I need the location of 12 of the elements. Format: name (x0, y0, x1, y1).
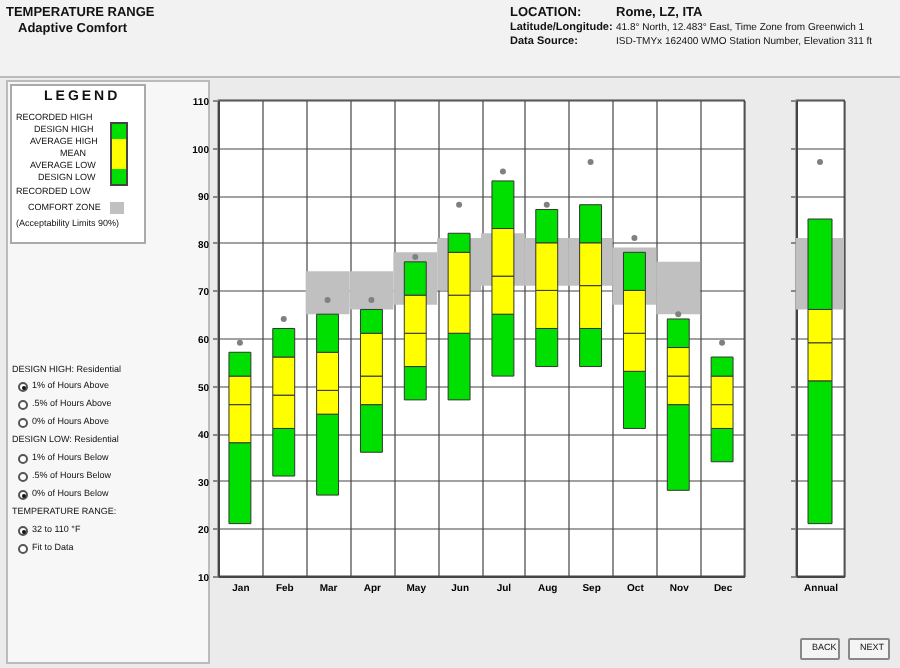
point (587, 158, 594, 165)
point (324, 296, 331, 303)
point (236, 339, 243, 346)
point (631, 235, 638, 242)
point (280, 315, 287, 322)
point (719, 339, 726, 346)
point (412, 254, 419, 261)
point (675, 311, 682, 318)
point (499, 168, 506, 175)
point (456, 201, 463, 208)
point (368, 296, 375, 303)
point (543, 201, 550, 208)
